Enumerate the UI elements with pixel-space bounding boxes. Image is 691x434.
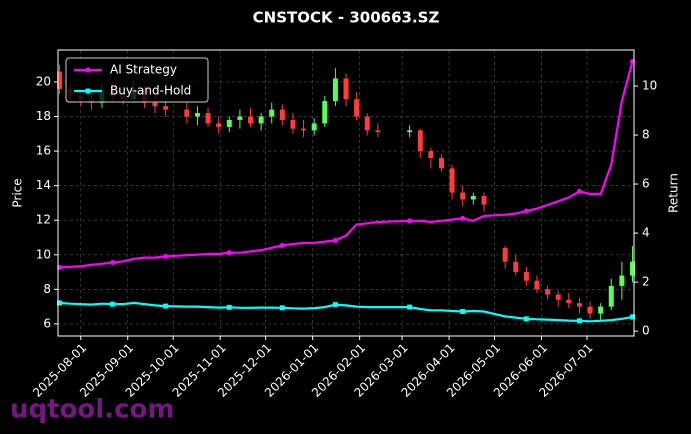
y-tick-label: 18 <box>36 109 51 123</box>
candle-body <box>237 116 243 120</box>
legend-marker <box>85 67 91 73</box>
candle-body <box>226 119 232 127</box>
candle-body <box>438 158 444 169</box>
y-tick-label: 10 <box>36 247 51 261</box>
candle-body <box>428 151 434 159</box>
y-tick-label: 14 <box>36 178 51 192</box>
chart-title: CNSTOCK - 300663.SZ <box>253 9 440 27</box>
candle-body <box>301 128 307 131</box>
candle-body <box>576 303 582 307</box>
candle-body <box>354 99 360 117</box>
y2-tick-label: 10 <box>642 79 657 93</box>
candle-body <box>534 280 540 290</box>
line-marker <box>407 304 413 310</box>
candle-body <box>269 109 275 117</box>
line-marker <box>629 314 635 320</box>
candle-body <box>460 192 466 200</box>
legend-label: AI Strategy <box>110 63 177 77</box>
line-marker <box>57 300 63 306</box>
candle-body <box>566 299 572 304</box>
line-marker <box>576 318 582 324</box>
candle-body <box>57 71 63 89</box>
candle-body <box>417 130 423 152</box>
line-marker <box>279 305 285 311</box>
y2-axis-label: Return <box>667 173 681 213</box>
candle-body <box>502 247 508 262</box>
legend-marker <box>85 88 91 94</box>
line-marker <box>279 242 285 248</box>
line-marker <box>576 188 582 194</box>
line-marker <box>523 316 529 322</box>
candle-body <box>290 119 296 129</box>
legend-label: Buy-and-Hold <box>110 84 191 98</box>
candle-body <box>152 102 158 107</box>
candle-body <box>407 130 413 133</box>
candle-body <box>523 272 529 281</box>
candle-body <box>258 116 264 124</box>
candle-body <box>311 123 317 131</box>
y2-tick-label: 8 <box>642 128 650 142</box>
candle-body <box>481 196 487 205</box>
candle-body <box>248 116 254 124</box>
plot-frame <box>57 49 635 337</box>
watermark: uqtool.com <box>10 395 174 425</box>
candle-body <box>194 113 200 117</box>
y2-tick-label: 6 <box>642 177 650 191</box>
line-marker <box>407 218 413 224</box>
y-tick-label: 20 <box>36 74 51 88</box>
line-marker <box>163 253 169 259</box>
y2-tick-label: 0 <box>642 324 650 338</box>
candle-body <box>587 306 593 314</box>
candle-body <box>598 306 604 314</box>
y-tick-label: 8 <box>43 282 51 296</box>
candle-body <box>555 294 561 300</box>
line-marker <box>332 302 338 308</box>
line-marker <box>226 304 232 310</box>
line-marker <box>523 208 529 214</box>
candle-body <box>322 100 328 124</box>
y2-tick-label: 4 <box>642 226 650 240</box>
candle-body <box>332 78 338 101</box>
candle-body <box>343 78 349 100</box>
candle-body <box>163 106 169 110</box>
candle-body <box>619 275 625 286</box>
return-line <box>59 301 633 323</box>
candle-body <box>513 261 519 273</box>
candle-body <box>205 113 211 124</box>
y2-tick-label: 2 <box>642 275 650 289</box>
line-marker <box>110 259 116 265</box>
candle-body <box>449 168 455 193</box>
candle-body <box>184 109 190 117</box>
candle-body <box>545 289 551 295</box>
y-tick-label: 16 <box>36 144 51 158</box>
y-tick-label: 6 <box>43 316 51 330</box>
candle-body <box>608 285 614 307</box>
line-marker <box>460 308 466 314</box>
candle-body <box>375 130 381 133</box>
y-axis-label: Price <box>11 178 25 207</box>
y-tick-label: 12 <box>36 213 51 227</box>
candle-body <box>216 123 222 127</box>
candle-body <box>279 109 285 120</box>
line-marker <box>332 237 338 243</box>
candle-body <box>470 196 476 200</box>
line-marker <box>163 303 169 309</box>
candle-body <box>629 261 635 276</box>
candle-body <box>364 116 370 131</box>
line-marker <box>226 250 232 256</box>
line-marker <box>110 301 116 307</box>
line-marker <box>460 215 466 221</box>
